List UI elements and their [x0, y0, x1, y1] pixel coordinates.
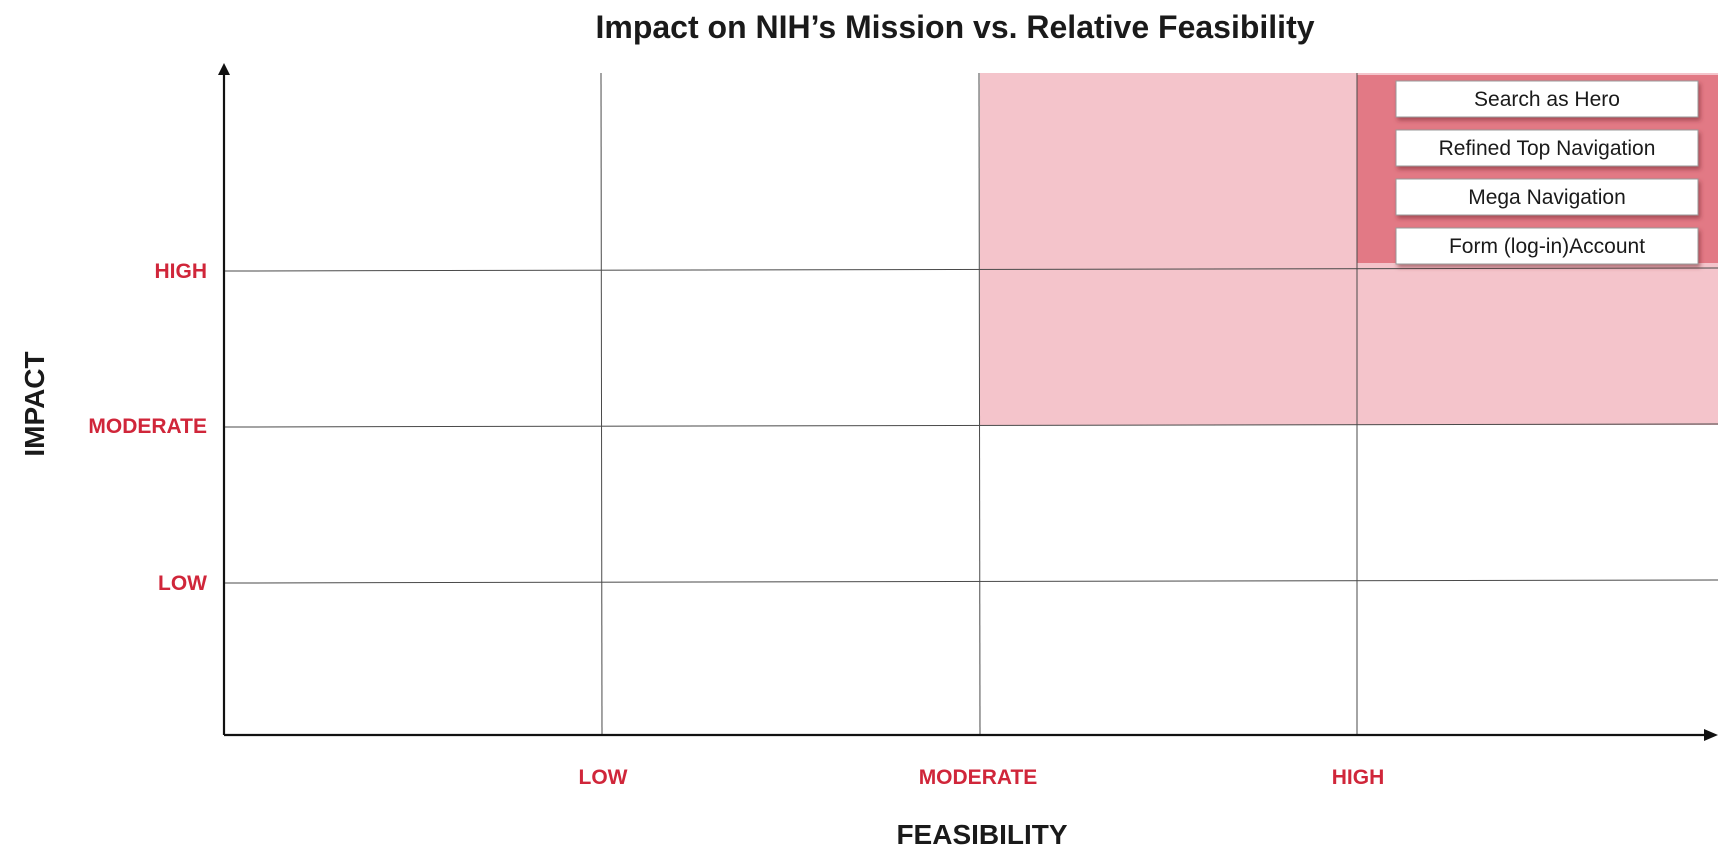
x-axis-title: FEASIBILITY — [896, 819, 1067, 850]
item-box — [1395, 80, 1699, 118]
grid-line-moderate-impact — [223, 423, 1719, 428]
grid-line-low-feasibility — [600, 72, 603, 736]
item-card: Form (log-in)Account — [1395, 227, 1699, 265]
chart-title: Impact on NIH’s Mission vs. Relative Fea… — [595, 9, 1314, 45]
x-axis-arrowhead — [1704, 729, 1718, 741]
axes — [218, 63, 1718, 741]
item-card: Refined Top Navigation — [1395, 129, 1699, 167]
item-label: Mega Navigation — [1468, 186, 1626, 209]
item-card: Search as Hero — [1395, 80, 1699, 118]
item-box — [1395, 178, 1699, 216]
item-box — [1395, 227, 1699, 265]
x-level-low: LOW — [579, 766, 628, 789]
y-axis-arrowhead — [218, 63, 230, 75]
x-level-high: HIGH — [1332, 766, 1385, 789]
item-label: Search as Hero — [1474, 88, 1620, 111]
y-level-moderate: MODERATE — [88, 415, 207, 438]
y-axis-title: IMPACT — [19, 351, 50, 456]
item-list: Search as Hero Refined Top Navigation Me… — [1395, 80, 1699, 265]
grid — [223, 72, 1719, 736]
grid-line-moderate-feasibility — [978, 72, 981, 736]
y-level-high: HIGH — [155, 260, 208, 283]
item-card: Mega Navigation — [1395, 178, 1699, 216]
item-label: Refined Top Navigation — [1439, 137, 1656, 160]
y-level-low: LOW — [158, 572, 207, 595]
item-label: Form (log-in)Account — [1449, 235, 1645, 258]
grid-line-low-impact — [223, 579, 1719, 584]
x-level-moderate: MODERATE — [919, 766, 1038, 789]
item-box — [1395, 129, 1699, 167]
grid-line-high-impact — [223, 267, 1719, 272]
